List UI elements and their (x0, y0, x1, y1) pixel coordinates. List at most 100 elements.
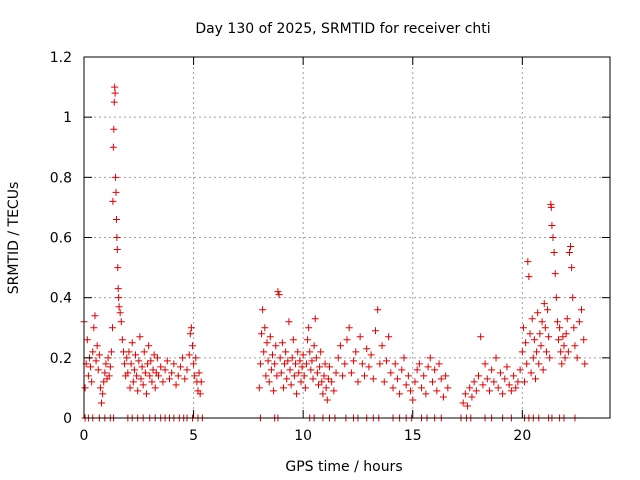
data-point (118, 336, 126, 344)
data-point (580, 336, 588, 344)
data-point (422, 390, 430, 398)
data-point (273, 372, 281, 380)
data-point (286, 366, 294, 374)
axis-ticks: 0 0.2 0.4 0.6 0.8 1 1.2 0 5 10 15 20 (50, 50, 610, 444)
y-tick-label: 1 (63, 110, 72, 126)
data-point (544, 306, 552, 314)
data-point (439, 393, 447, 401)
data-point (91, 312, 99, 320)
x-tick-label: 0 (80, 428, 89, 444)
data-point (83, 336, 91, 344)
data-point (109, 143, 117, 151)
data-point (531, 375, 539, 383)
data-point (176, 363, 184, 371)
data-point (316, 363, 324, 371)
data-point (512, 384, 520, 392)
data-point (553, 318, 561, 326)
data-point (385, 333, 393, 341)
data-point (418, 384, 426, 392)
data-point (148, 378, 156, 386)
data-points (80, 83, 589, 422)
data-point (125, 348, 133, 356)
data-point (132, 351, 140, 359)
data-point (466, 384, 474, 392)
data-point (470, 378, 478, 386)
data-point (481, 360, 489, 368)
data-point (581, 360, 589, 368)
data-point (568, 264, 576, 272)
data-point (279, 384, 287, 392)
data-point (111, 89, 119, 97)
data-point (295, 369, 303, 377)
data-point (129, 378, 137, 386)
data-point (179, 354, 187, 362)
data-point (284, 357, 292, 365)
data-point (174, 372, 182, 380)
data-point (538, 318, 546, 326)
data-point (192, 354, 200, 362)
data-point (263, 339, 271, 347)
data-point (387, 369, 395, 377)
data-point (558, 360, 566, 368)
data-point (277, 369, 285, 377)
data-point (197, 378, 205, 386)
data-point (190, 360, 198, 368)
data-point (163, 357, 171, 365)
data-point (151, 384, 159, 392)
data-point (113, 246, 121, 254)
data-point (320, 372, 328, 380)
data-point (459, 399, 467, 407)
y-tick-label: 0 (63, 411, 72, 427)
data-point (369, 375, 377, 383)
data-point (81, 384, 89, 392)
data-point (309, 375, 317, 383)
data-point (282, 348, 290, 356)
data-point (183, 366, 191, 374)
data-point (404, 372, 412, 380)
data-point (393, 375, 401, 383)
data-point (127, 360, 135, 368)
data-point (195, 369, 203, 377)
data-point (483, 375, 491, 383)
data-point (321, 360, 329, 368)
data-point (260, 348, 268, 356)
data-point (113, 234, 121, 241)
data-point (464, 402, 472, 410)
data-point (315, 381, 323, 389)
data-point (272, 342, 280, 350)
data-point (382, 357, 390, 365)
data-point (519, 324, 527, 332)
y-tick-label: 0.4 (50, 291, 72, 307)
data-point (106, 363, 114, 371)
data-point (115, 294, 123, 302)
data-point (299, 351, 307, 359)
data-point (104, 354, 112, 362)
data-point (354, 378, 362, 386)
data-point (283, 375, 291, 383)
data-point (341, 360, 349, 368)
data-point (413, 366, 421, 374)
data-point (477, 333, 485, 341)
data-point (287, 381, 295, 389)
data-point (112, 173, 120, 181)
data-point (94, 366, 102, 374)
data-point (256, 360, 264, 368)
data-point (380, 378, 388, 386)
data-point (526, 330, 534, 338)
data-point (389, 384, 397, 392)
data-point (319, 390, 327, 398)
data-point (165, 375, 173, 383)
data-point (285, 318, 293, 326)
data-point (560, 342, 568, 350)
data-point (573, 354, 581, 362)
x-axis-label: GPS time / hours (285, 459, 402, 475)
data-point (496, 369, 504, 377)
data-point (139, 381, 147, 389)
data-point (409, 396, 417, 404)
data-point (433, 387, 441, 395)
data-point (147, 357, 155, 365)
data-point (141, 369, 149, 377)
data-point (554, 336, 562, 344)
data-point (426, 354, 434, 362)
data-point (524, 258, 532, 266)
